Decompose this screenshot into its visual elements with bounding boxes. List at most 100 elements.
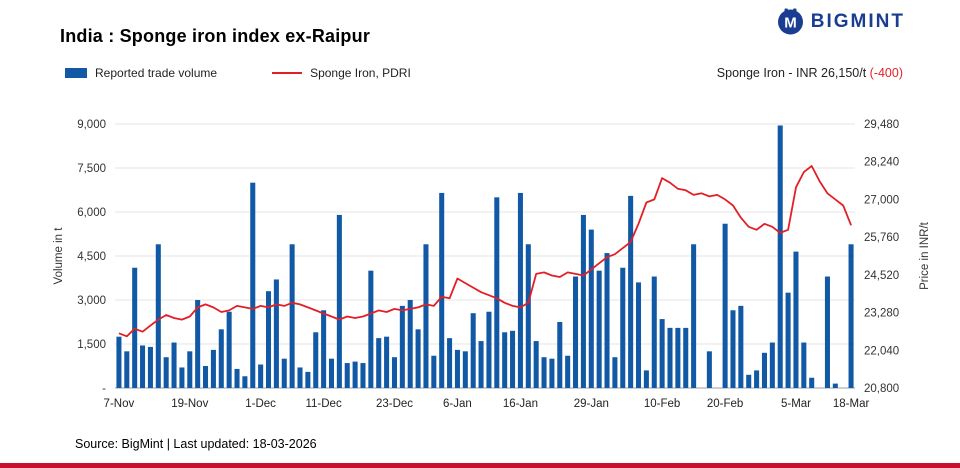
volume-bar — [478, 341, 484, 388]
volume-bar — [809, 377, 815, 388]
volume-bar — [470, 313, 476, 388]
chart-legend: Reported trade volume Sponge Iron, PDRI — [65, 66, 411, 80]
volume-bar — [203, 366, 209, 388]
volume-bar — [179, 367, 185, 388]
volume-bar — [234, 368, 240, 388]
latest-price-label: Sponge Iron - INR 26,150/t — [716, 66, 870, 80]
volume-bar — [659, 319, 665, 388]
volume-bar — [297, 367, 303, 388]
volume-bar — [124, 351, 130, 388]
x-tick-label: 1-Dec — [245, 398, 276, 410]
volume-bar — [462, 351, 468, 388]
volume-bar — [210, 349, 216, 388]
volume-bar — [502, 332, 508, 388]
volume-bar — [746, 374, 752, 388]
volume-bar — [722, 223, 728, 388]
x-tick-label: 29-Jan — [574, 398, 609, 410]
x-tick-label: 6-Jan — [443, 398, 472, 410]
y-right-tick-label: 27,000 — [864, 194, 899, 206]
y-left-tick-label: 9,000 — [77, 119, 106, 131]
volume-swatch-icon — [65, 68, 87, 78]
price-change-badge: (-400) — [869, 66, 903, 80]
volume-bar — [313, 332, 319, 388]
volume-bar — [281, 358, 287, 388]
volume-bar — [596, 270, 602, 388]
volume-bar — [147, 346, 153, 388]
volume-bar — [171, 342, 177, 388]
volume-bar — [431, 355, 437, 388]
legend-volume-label: Reported trade volume — [95, 66, 218, 80]
x-tick-label: 7-Nov — [104, 398, 135, 410]
bigmint-logo-icon: M — [777, 8, 803, 35]
volume-bar — [384, 336, 390, 388]
volume-bar — [777, 125, 783, 388]
volume-bar — [226, 311, 232, 388]
volume-bar — [344, 363, 350, 388]
x-tick-label: 16-Jan — [503, 398, 538, 410]
page-title: India : Sponge iron index ex-Raipur — [60, 26, 371, 46]
volume-bar — [588, 229, 594, 388]
volume-bar — [832, 383, 838, 388]
volume-bar — [643, 370, 649, 388]
volume-bar — [447, 338, 453, 388]
volume-bar — [541, 357, 547, 388]
volume-bar — [706, 351, 712, 388]
source-note: Source: BigMint | Last updated: 18-03-20… — [75, 437, 317, 451]
volume-bar — [352, 361, 358, 388]
volume-bar — [486, 311, 492, 388]
legend-item-volume: Reported trade volume — [65, 66, 217, 80]
volume-bar — [691, 244, 697, 388]
volume-bar — [754, 370, 760, 388]
x-tick-label: 10-Feb — [644, 398, 680, 410]
volume-bar — [651, 276, 657, 388]
volume-bar — [785, 292, 791, 388]
y-left-tick-label: 7,500 — [77, 163, 106, 175]
volume-bar — [628, 195, 634, 388]
volume-bar — [163, 357, 169, 388]
legend-item-price: Sponge Iron, PDRI — [272, 66, 411, 80]
logo-letter: M — [784, 15, 797, 32]
volume-bar — [321, 310, 327, 388]
x-tick-label: 11-Dec — [305, 398, 341, 410]
volume-bar — [454, 349, 460, 388]
x-tick-label: 19-Nov — [171, 398, 208, 410]
volume-bar — [604, 253, 610, 388]
volume-bar — [242, 376, 248, 388]
price-line-swatch-icon — [272, 72, 303, 74]
volume-bar — [761, 352, 767, 388]
volume-bar — [155, 244, 161, 388]
volume-bar — [612, 357, 618, 388]
y-left-tick-label: 6,000 — [77, 207, 106, 219]
y-right-tick-label: 29,480 — [864, 119, 899, 131]
volume-bar — [510, 330, 516, 388]
y-left-tick-label: 1,500 — [77, 339, 106, 351]
volume-bar — [289, 244, 295, 388]
x-tick-label: 23-Dec — [376, 398, 413, 410]
legend-price-label: Sponge Iron, PDRI — [310, 66, 411, 80]
volume-bar — [140, 345, 146, 388]
volume-bar — [415, 329, 421, 388]
volume-bar — [328, 358, 335, 388]
y-right-axis-title: Price in INR/t — [919, 221, 931, 290]
volume-bar — [683, 327, 689, 388]
bigmint-logo: M BIGMINT — [777, 8, 905, 35]
combo-chart: 9,000 7,500 6,000 4,500 3,000 1,500 - 29,480 28,… — [53, 119, 931, 410]
volume-bar — [218, 329, 224, 388]
volume-bar — [258, 364, 264, 388]
volume-bar — [667, 327, 673, 388]
y-left-tick-label: 4,500 — [77, 251, 106, 263]
y-right-tick-label: 24,520 — [864, 270, 899, 282]
volume-bar — [565, 355, 571, 388]
volume-bar — [635, 282, 642, 388]
volume-bar — [824, 276, 830, 388]
y-right-tick-label: 28,240 — [864, 157, 899, 169]
volume-bar — [439, 192, 445, 388]
volume-bar — [675, 327, 681, 388]
volume-bar — [265, 291, 272, 388]
y-right-tick-label: 22,040 — [864, 345, 899, 357]
volume-bar — [360, 363, 366, 388]
y-right-tick-label: 20,800 — [864, 383, 899, 395]
volume-bar — [801, 342, 807, 388]
logo-ear-left — [784, 8, 788, 14]
volume-bar — [573, 276, 579, 388]
